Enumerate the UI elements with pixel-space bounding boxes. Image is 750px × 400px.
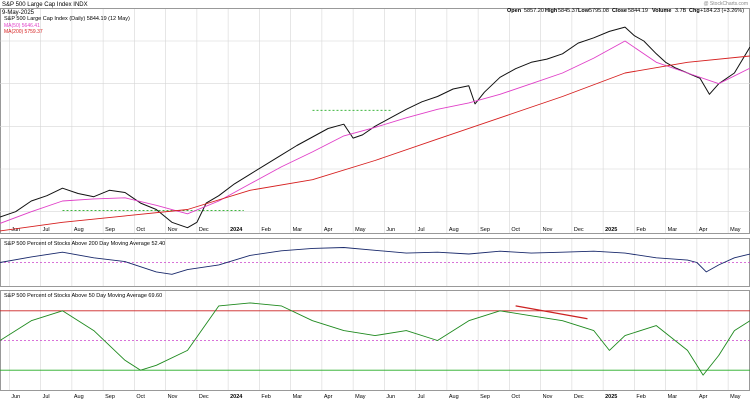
x-tick-label: Dec [199,227,209,233]
ma200-line [0,55,750,232]
ohlc-high-label: High [545,8,558,14]
x-tick-label: Mar [668,394,678,400]
x-tick-label: Jun [11,394,20,400]
x-tick-label: Oct [136,394,145,400]
x-tick-label: Feb [636,227,645,233]
x-tick-label: Dec [199,394,209,400]
ohlc-high-value: 5845.37 [558,8,578,14]
x-tick-label: 2024 [230,227,243,233]
ohlc-close-value: 5844.19 [628,8,648,14]
x-tick-label: Nov [168,227,178,233]
legend-ma200: MA(200) 5759.37 [4,29,43,35]
pct50-series-group [0,302,750,376]
x-tick-label: May [355,394,366,400]
x-tick-label: Jul [418,394,425,400]
x-tick-label: Mar [668,227,678,233]
x-tick-label: Feb [261,227,270,233]
x-tick-label: 2025 [605,394,617,400]
x-tick-label: Nov [543,227,553,233]
pct50-title: S&P 500 Percent of Stocks Above 50 Day M… [4,293,162,299]
x-tick-label: Nov [168,394,178,400]
x-tick-label: Mar [293,394,303,400]
x-tick-label: Aug [449,394,459,400]
x-tick-label: 2024 [230,394,243,400]
ohlc-volume-value: 3.7B [675,8,687,14]
pct50-line [0,302,750,376]
x-tick-label: Jun [11,227,20,233]
chart-title: S&P 500 Large Cap Index INDX [2,2,88,8]
ohlc-open-value: 5857.20 [524,8,544,14]
x-tick-label: Oct [511,394,520,400]
ohlc-chg-value: +184.23 (+3.26%) [700,8,744,14]
x-tick-label: May [730,227,741,233]
x-tick-label: Apr [699,227,708,233]
pct200-line [0,247,750,275]
x-tick-label: Feb [636,394,645,400]
x-tick-label: Dec [574,227,584,233]
x-tick-label: 2025 [605,227,617,233]
x-tick-label: Dec [574,394,584,400]
x-tick-label: Sep [480,227,490,233]
x-tick-label: Sep [105,227,115,233]
x-tick-label: Apr [699,394,708,400]
x-tick-label: Jun [386,394,395,400]
x-tick-label: Mar [293,227,303,233]
x-tick-label: Jul [43,227,50,233]
x-tick-label: Apr [324,394,333,400]
pct200-title: S&P 500 Percent of Stocks Above 200 Day … [4,241,165,247]
legend-main: S&P 500 Large Cap Index (Daily) 5844.19 … [4,16,130,22]
x-tick-label: Jun [386,227,395,233]
ohlc-close-label: Close [612,8,627,14]
ohlc-volume-label: Volume [652,8,671,14]
ma50-line [0,40,750,224]
x-tick-label: Aug [449,227,459,233]
ohlc-chg-label: Chg [689,8,700,14]
x-tick-label: Oct [511,227,520,233]
price-line [0,26,750,229]
x-tick-label: Feb [261,394,270,400]
x-tick-label: Nov [543,394,553,400]
x-tick-label: May [355,227,366,233]
x-tick-label: Aug [74,394,84,400]
ohlc-open-label: Open [507,8,522,14]
pct200-series-group [0,247,750,275]
chart-date: 9-May-2025 [2,10,35,16]
ohlc-low-value: 5795.08 [589,8,609,14]
x-tick-label: Apr [324,227,333,233]
divergence-trendline [515,305,588,320]
x-tick-label: Oct [136,227,145,233]
watermark: @ StockCharts.com [703,1,748,7]
ohlc-low-label: Low [578,8,590,14]
x-axis-labels: Jun Jun Jul Jul Aug Aug Sep Sep Oct Oct Nov Nov Dec D… [11,227,740,400]
price-series-group [0,26,750,232]
x-tick-label: Sep [480,394,490,400]
legend-ma50: MA(50) 5646.41 [4,23,40,29]
x-tick-label: Jul [43,394,50,400]
x-tick-label: Sep [105,394,115,400]
x-tick-label: May [730,394,741,400]
x-tick-label: Aug [74,227,84,233]
x-tick-label: Jul [418,227,425,233]
